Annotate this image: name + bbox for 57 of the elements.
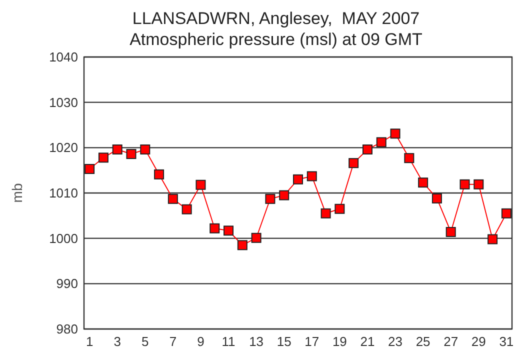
- x-tick-label: 29: [471, 334, 486, 349]
- y-tick-label: 1010: [49, 186, 78, 201]
- point: [154, 169, 164, 180]
- point: [251, 232, 262, 243]
- point: [501, 208, 512, 218]
- y-tick-label: 1000: [49, 230, 78, 246]
- point: [446, 226, 456, 237]
- point: [306, 171, 317, 182]
- point: [390, 128, 400, 139]
- y-tick-label: 980: [56, 322, 78, 337]
- y-axis-title: mb: [9, 183, 25, 203]
- point: [279, 190, 290, 200]
- point: [112, 144, 122, 154]
- point: [474, 179, 484, 190]
- y-tick-label: 1020: [49, 140, 78, 156]
- y-tick-label: 990: [56, 276, 78, 292]
- x-tick-label: 1: [86, 334, 94, 349]
- x-tick-label: 17: [304, 334, 320, 349]
- point: [460, 179, 470, 190]
- x-tick-label: 19: [332, 334, 347, 349]
- point: [265, 194, 276, 204]
- x-tick-label: 11: [222, 334, 236, 349]
- x-tick-label: 9: [197, 334, 204, 349]
- x-tick-label: 3: [114, 334, 121, 349]
- point: [237, 240, 248, 250]
- x-tick-label: 15: [276, 334, 292, 349]
- chart-subtitle: Atmospheric pressure (msl) at 09 GMT: [130, 30, 422, 49]
- point: [140, 144, 150, 154]
- point: [348, 158, 359, 168]
- x-tick-label: 7: [169, 334, 177, 349]
- y-tick-label: 1030: [49, 94, 78, 110]
- point: [334, 204, 345, 214]
- x-tick-label: 25: [416, 334, 430, 349]
- x-tick-label: 31: [499, 334, 514, 349]
- point: [320, 208, 331, 218]
- point: [404, 153, 414, 164]
- y-tick-label: 1040: [49, 50, 78, 65]
- chart-title: LLANSADWRN, Anglesey, MAY 2007: [132, 9, 420, 28]
- point: [126, 149, 136, 160]
- point: [182, 204, 192, 214]
- x-tick-label: 21: [360, 334, 375, 349]
- x-tick-label: 13: [249, 334, 264, 349]
- x-tick-label: 27: [444, 334, 458, 349]
- point: [168, 194, 178, 204]
- x-tick-label: 5: [142, 334, 149, 349]
- point: [376, 137, 386, 148]
- point: [293, 174, 303, 184]
- point: [210, 223, 220, 234]
- point: [432, 193, 442, 204]
- point: [98, 152, 108, 163]
- x-tick-label: 23: [388, 334, 403, 349]
- point: [224, 226, 234, 236]
- point: [488, 234, 498, 244]
- point: [84, 164, 95, 174]
- point: [362, 144, 372, 154]
- point: [196, 180, 206, 190]
- point: [418, 178, 428, 188]
